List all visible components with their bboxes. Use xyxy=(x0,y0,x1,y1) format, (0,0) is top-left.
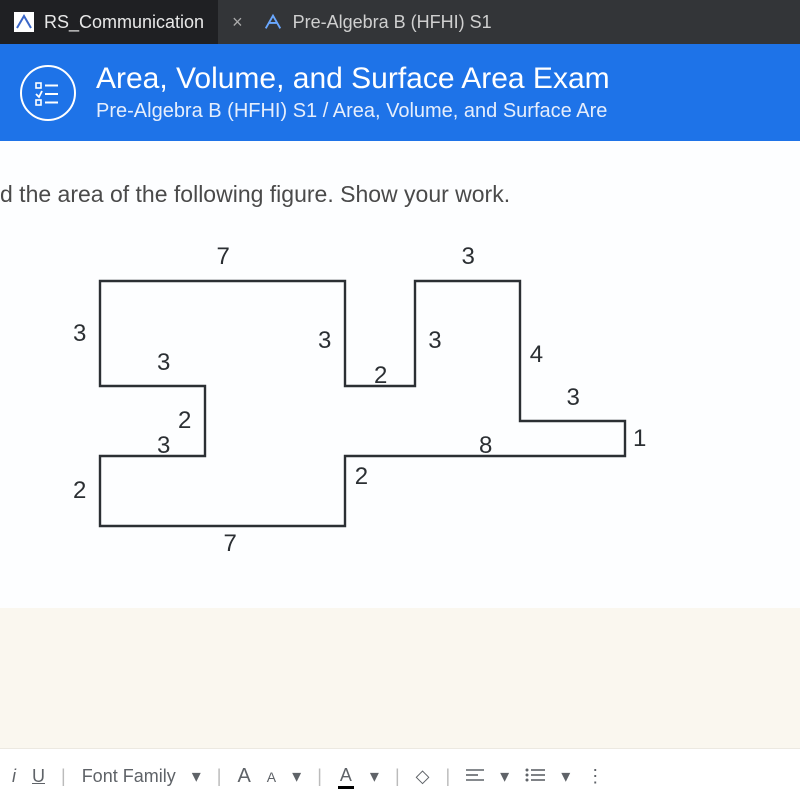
polygon-svg xyxy=(70,256,700,596)
tab-prealgebra[interactable]: Pre-Algebra B (HFHI) S1 xyxy=(249,0,506,44)
question-text: d the area of the following figure. Show… xyxy=(0,171,800,228)
dimension-label: 3 xyxy=(73,320,86,348)
dimension-label: 2 xyxy=(178,407,191,435)
tab-favicon-1 xyxy=(14,12,34,32)
dimension-label: 3 xyxy=(428,327,441,355)
font-size-small[interactable]: A xyxy=(267,769,276,785)
font-size-large[interactable]: A xyxy=(237,765,250,788)
dropdown-icon[interactable]: ▾ xyxy=(500,766,509,787)
page-title: Area, Volume, and Surface Area Exam xyxy=(96,62,610,96)
dimension-label: 3 xyxy=(157,349,170,377)
more-icon[interactable]: ⋮ xyxy=(586,766,604,787)
dimension-label: 2 xyxy=(355,463,368,491)
dropdown-icon[interactable]: ▾ xyxy=(292,766,301,787)
tab-label: Pre-Algebra B (HFHI) S1 xyxy=(293,12,492,33)
answer-area[interactable] xyxy=(0,608,800,748)
dropdown-icon[interactable]: ▾ xyxy=(370,766,379,787)
dimension-label: 4 xyxy=(530,341,543,369)
italic-button[interactable]: i xyxy=(12,766,16,787)
dropdown-icon[interactable]: ▾ xyxy=(192,766,201,787)
dimension-label: 3 xyxy=(462,243,475,271)
checklist-icon xyxy=(20,65,76,121)
dropdown-icon[interactable]: ▾ xyxy=(561,766,570,787)
dimension-label: 3 xyxy=(157,432,170,460)
dimension-label: 3 xyxy=(567,384,580,412)
dimension-label: 7 xyxy=(224,530,237,558)
clear-format-button[interactable]: ◇ xyxy=(416,766,430,787)
tab-label: RS_Communication xyxy=(44,12,204,33)
close-icon[interactable]: × xyxy=(226,12,249,33)
align-button[interactable] xyxy=(466,766,484,787)
breadcrumb: Pre-Algebra B (HFHI) S1 / Area, Volume, … xyxy=(96,100,610,123)
underline-button[interactable]: U xyxy=(32,766,45,787)
geometry-figure: 7333343223132827 xyxy=(70,256,700,596)
dimension-label: 2 xyxy=(374,362,387,390)
dimension-label: 2 xyxy=(73,477,86,505)
text-color-button[interactable]: A xyxy=(338,765,354,789)
dimension-label: 8 xyxy=(479,432,492,460)
page-header: Area, Volume, and Surface Area Exam Pre-… xyxy=(0,44,800,141)
content-area: d the area of the following figure. Show… xyxy=(0,141,800,804)
tab-rs-communication[interactable]: RS_Communication xyxy=(0,0,218,44)
figure-container: 7333343223132827 xyxy=(0,228,800,608)
header-text: Area, Volume, and Surface Area Exam Pre-… xyxy=(96,62,610,123)
list-button[interactable] xyxy=(525,766,545,787)
editor-toolbar: i U | Font Family ▾ | A A ▾ | A ▾ | ◇ | … xyxy=(0,748,800,804)
dimension-label: 1 xyxy=(633,425,646,453)
browser-tabs: RS_Communication × Pre-Algebra B (HFHI) … xyxy=(0,0,800,44)
font-family-select[interactable]: Font Family xyxy=(82,766,176,787)
dimension-label: 3 xyxy=(318,327,331,355)
tab-favicon-2 xyxy=(263,12,283,32)
dimension-label: 7 xyxy=(217,243,230,271)
